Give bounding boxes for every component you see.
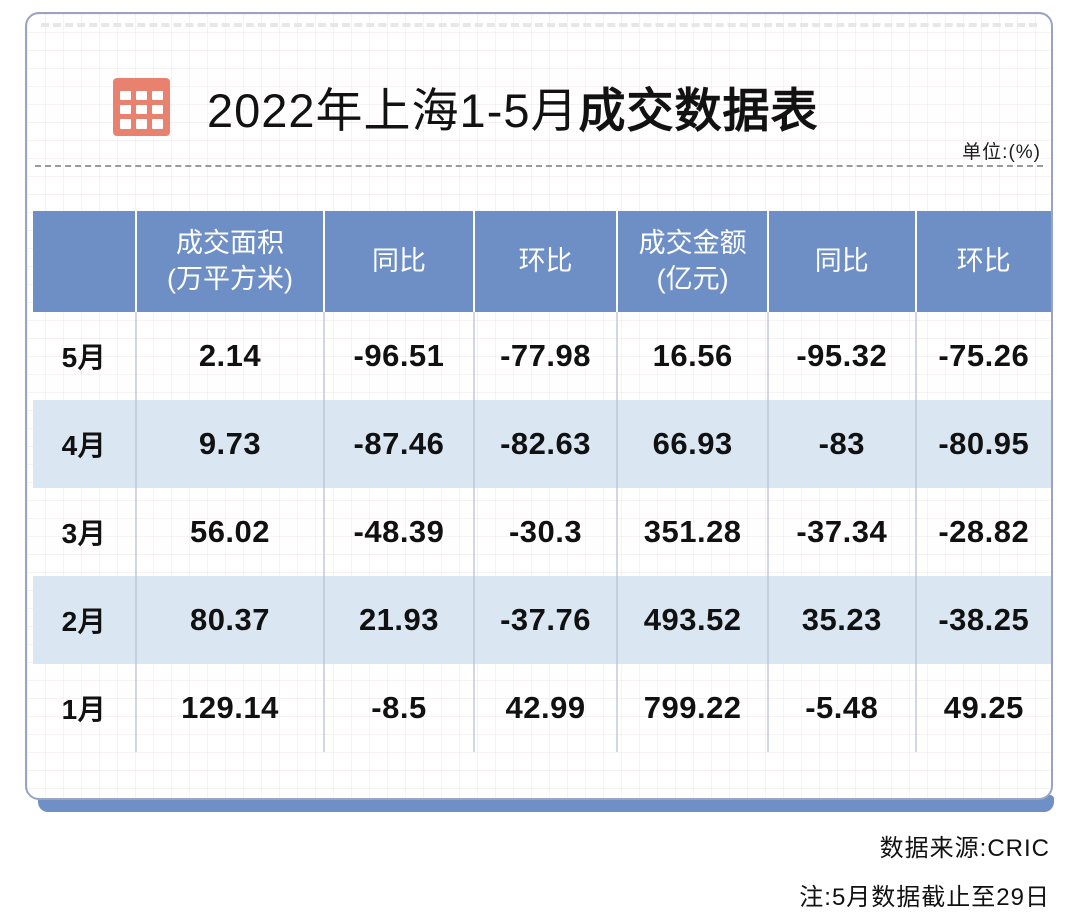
title-prefix: 2022年上海1-5月 — [207, 84, 579, 137]
table-header-row: 成交面积 (万平方米) 同比 环比 成交金额 (亿元) 同比 环比 — [33, 211, 1051, 312]
month-cell: 1月 — [33, 664, 137, 752]
table-row-february: 2月 80.37 21.93 -37.76 493.52 35.23 -38.2… — [33, 576, 1051, 664]
header-cell-area-mom: 环比 — [475, 211, 619, 312]
decorative-dashes — [41, 23, 1037, 27]
footnote-label: 注:5月数据截止至29日 — [799, 884, 1050, 911]
month-cell: 4月 — [33, 400, 137, 488]
table-cell: 2.14 — [137, 312, 326, 400]
table-cell: 129.14 — [137, 664, 326, 752]
month-cell: 5月 — [33, 312, 137, 400]
table-cell: -82.63 — [475, 400, 619, 488]
table-cell: -38.25 — [938, 602, 1030, 637]
header-cell-amount-mom: 环比 — [917, 211, 1051, 312]
table-cell: -77.98 — [475, 312, 619, 400]
table-cell: -28.82 — [938, 514, 1030, 549]
table-cell: 799.22 — [618, 664, 769, 752]
table-row-january: 1月 129.14 -8.5 42.99 799.22 -5.48 49.25 — [33, 664, 1051, 752]
data-table: 成交面积 (万平方米) 同比 环比 成交金额 (亿元) 同比 环比 — [33, 211, 1051, 752]
table-cell: 49.25 — [943, 690, 1024, 725]
table-cell: -96.51 — [325, 312, 475, 400]
dashed-divider — [35, 165, 1043, 167]
table-cell: -83 — [769, 400, 917, 488]
header-label: 成交金额 — [638, 228, 747, 259]
table-cell: 80.37 — [137, 576, 326, 664]
header-label: 同比 — [371, 245, 426, 276]
header-cell-area-yoy: 同比 — [325, 211, 475, 312]
month-cell: 3月 — [33, 488, 137, 576]
table-cell: -30.3 — [475, 488, 619, 576]
table-cell: 66.93 — [618, 400, 769, 488]
table-row-april: 4月 9.73 -87.46 -82.63 66.93 -83 -80.95 — [33, 400, 1051, 488]
table-row-march: 3月 56.02 -48.39 -30.3 351.28 -37.34 -28.… — [33, 488, 1051, 576]
data-source-label: 数据来源:CRIC — [879, 835, 1050, 862]
header-label: 成交面积 — [175, 228, 284, 259]
table-cell: -5.48 — [769, 664, 917, 752]
title-row: 2022年上海1-5月成交数据表 — [113, 72, 819, 141]
table-cell: -8.5 — [325, 664, 475, 752]
table-cell: -48.39 — [325, 488, 475, 576]
header-sublabel: (亿元) — [656, 263, 729, 294]
table-cell: 493.52 — [618, 576, 769, 664]
table-cell: -75.26 — [938, 338, 1030, 373]
table-cell: -87.46 — [325, 400, 475, 488]
unit-label: 单位:(%) — [962, 142, 1041, 163]
header-label: 环比 — [518, 245, 573, 276]
table-cell: 56.02 — [137, 488, 326, 576]
table-cell: 351.28 — [618, 488, 769, 576]
header-label: 环比 — [956, 245, 1011, 276]
table-cell: 16.56 — [618, 312, 769, 400]
month-cell: 2月 — [33, 576, 137, 664]
header-cell-amount-yoy: 同比 — [769, 211, 917, 312]
table-row-may: 5月 2.14 -96.51 -77.98 16.56 -95.32 -75.2… — [33, 312, 1051, 400]
table-cell: 21.93 — [325, 576, 475, 664]
footer: 数据来源:CRIC 注:5月数据截止至29日 — [799, 828, 1050, 912]
table-cell: 35.23 — [769, 576, 917, 664]
title-emphasis: 成交数据表 — [578, 84, 819, 137]
table-cell: 42.99 — [475, 664, 619, 752]
header-sublabel: (万平方米) — [167, 263, 293, 294]
header-cell-amount: 成交金额 (亿元) — [618, 211, 769, 312]
infographic-card: 2022年上海1-5月成交数据表 单位:(%) 成交面积 (万平方米) 同比 环… — [25, 12, 1053, 800]
header-label: 同比 — [814, 245, 869, 276]
table-cell: 9.73 — [137, 400, 326, 488]
header-cell-area: 成交面积 (万平方米) — [137, 211, 326, 312]
header-cell-month — [33, 211, 137, 312]
table-cell: -95.32 — [769, 312, 917, 400]
table-grid-icon — [113, 77, 170, 136]
table-cell: -37.76 — [475, 576, 619, 664]
table-cell: -80.95 — [938, 426, 1030, 461]
table-cell: -37.34 — [769, 488, 917, 576]
page-title: 2022年上海1-5月成交数据表 — [207, 72, 819, 141]
